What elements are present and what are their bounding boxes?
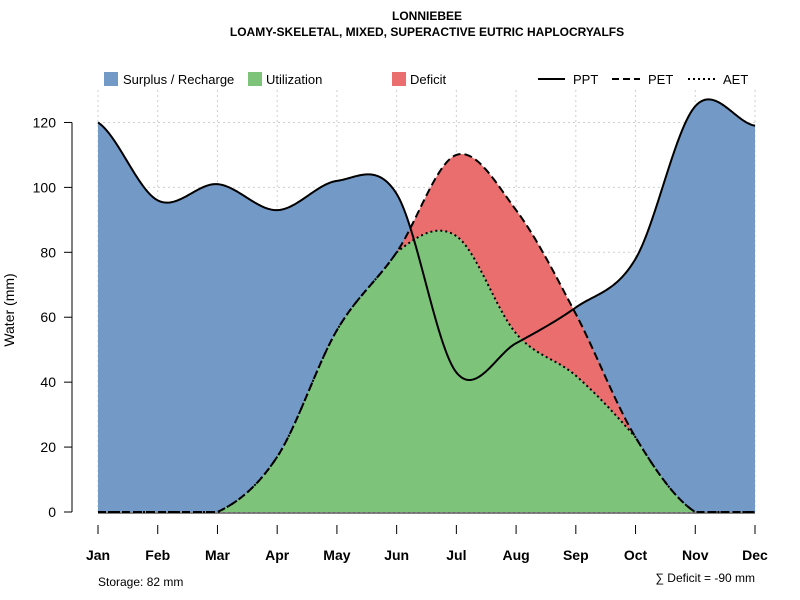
y-tick-label: 0 bbox=[48, 504, 56, 520]
y-tick-label: 120 bbox=[33, 114, 57, 130]
legend-label-pet: PET bbox=[648, 72, 673, 87]
area-deficit bbox=[98, 154, 755, 513]
y-axis-label: Water (mm) bbox=[1, 273, 17, 346]
series-lines bbox=[97, 98, 756, 513]
legend-label-surplus: Surplus / Recharge bbox=[123, 72, 234, 87]
x-tick-label-jan: Jan bbox=[86, 547, 110, 563]
chart-title: LONNIEBEE bbox=[392, 9, 462, 23]
storage-note: Storage: 82 mm bbox=[98, 575, 183, 589]
series-line-aet bbox=[98, 229, 755, 513]
y-tick-label: 80 bbox=[40, 244, 56, 260]
y-tick-label: 40 bbox=[40, 374, 56, 390]
legend-swatch-deficit bbox=[392, 72, 406, 86]
x-tick-label-mar: Mar bbox=[205, 547, 230, 563]
x-tick-label-dec: Dec bbox=[742, 547, 768, 563]
legend-label-aet: AET bbox=[723, 72, 748, 87]
x-tick-label-jul: Jul bbox=[446, 547, 466, 563]
x-tick-label-may: May bbox=[323, 547, 350, 563]
x-tick-label-sep: Sep bbox=[563, 547, 589, 563]
deficit-note: ∑ Deficit = -90 mm bbox=[655, 571, 755, 585]
area-utilization bbox=[98, 230, 755, 512]
legend-label-deficit: Deficit bbox=[410, 72, 447, 87]
legend-swatch-utilization bbox=[248, 72, 262, 86]
legend-label-utilization: Utilization bbox=[266, 72, 322, 87]
x-tick-label-nov: Nov bbox=[682, 547, 709, 563]
legend: Surplus / Recharge Utilization Deficit P… bbox=[104, 72, 748, 87]
legend-swatch-surplus bbox=[104, 72, 118, 86]
x-tick-label-oct: Oct bbox=[624, 547, 648, 563]
x-tick-label-apr: Apr bbox=[265, 547, 290, 563]
chart-subtitle: LOAMY-SKELETAL, MIXED, SUPERACTIVE EUTRI… bbox=[230, 25, 624, 39]
y-tick-label: 20 bbox=[40, 439, 56, 455]
series-line-ppt bbox=[97, 98, 756, 382]
x-tick-label-feb: Feb bbox=[145, 547, 170, 563]
x-tick-label-jun: Jun bbox=[384, 547, 409, 563]
legend-label-ppt: PPT bbox=[573, 72, 598, 87]
y-tick-label: 60 bbox=[40, 309, 56, 325]
x-tick-label-aug: Aug bbox=[502, 547, 529, 563]
y-tick-label: 100 bbox=[33, 179, 57, 195]
axes: 0 20 40 60 80 100 120 Jan Feb Mar Apr May Jun Jul Aug S… bbox=[33, 114, 768, 563]
area-layer bbox=[98, 99, 755, 513]
